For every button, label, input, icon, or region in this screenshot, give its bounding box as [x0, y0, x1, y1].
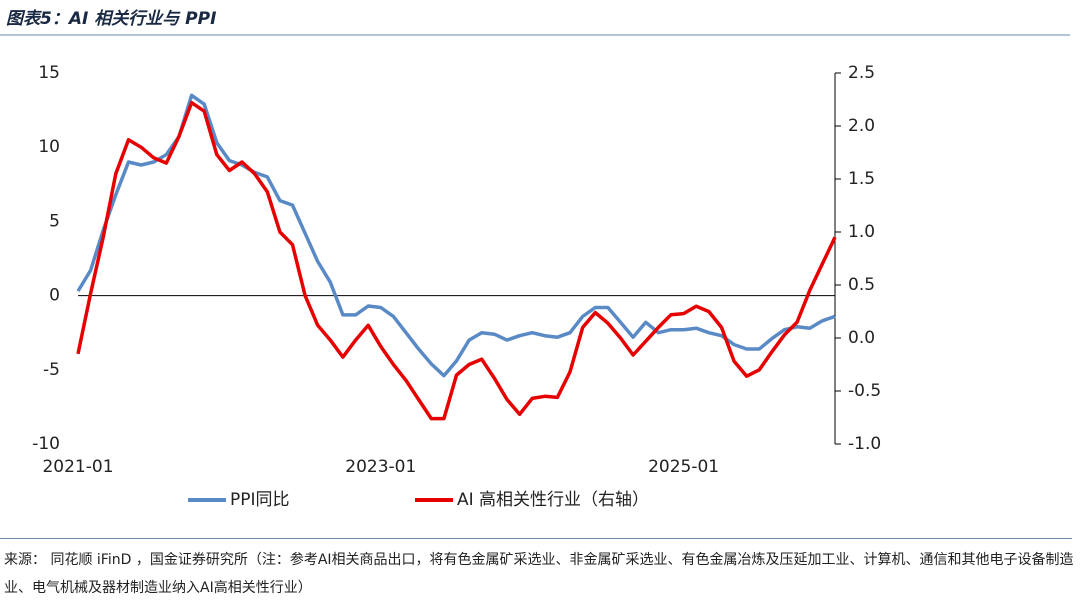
y2-tick-label: 2.0 — [848, 116, 875, 136]
y-tick-label: -5 — [43, 360, 60, 380]
y2-tick-label: 0.0 — [848, 328, 875, 348]
source-note: 来源： 同花顺 iFinD ，国金证券研究所（注：参考AI相关商品出口，将有色金… — [4, 552, 1074, 596]
y-tick-label: -10 — [32, 434, 60, 454]
legend-label: AI 高相关性行业（右轴） — [457, 490, 649, 510]
note-rule — [0, 538, 1072, 539]
y2-tick-label: 1.0 — [848, 222, 875, 242]
y2-tick-label: 0.5 — [848, 275, 875, 295]
y-tick-label: 10 — [38, 137, 60, 157]
y-tick-label: 0 — [49, 286, 60, 306]
legend-label: PPI同比 — [230, 490, 290, 510]
x-tick-label: 2021-01 — [42, 457, 113, 477]
chart: -10 -5 0 5 10 15 -1.0 -0.5 0.0 0.5 1.0 1.5 2.0 2.5 202… — [0, 34, 1070, 510]
series-line — [76, 93, 836, 378]
chart-title: 图表5：AI 相关行业与 PPI — [6, 9, 217, 29]
y2-tick-label: 2.5 — [848, 63, 875, 83]
x-tick-label: 2023-01 — [345, 457, 416, 477]
y2-tick-label: -1.0 — [848, 434, 881, 454]
y2-tick-label: -0.5 — [848, 381, 881, 401]
series-line — [76, 100, 837, 421]
y2-tick-label: 1.5 — [848, 169, 875, 189]
y-tick-label: 15 — [38, 63, 60, 83]
y-tick-label: 5 — [49, 211, 60, 231]
x-tick-label: 2025-01 — [648, 457, 719, 477]
